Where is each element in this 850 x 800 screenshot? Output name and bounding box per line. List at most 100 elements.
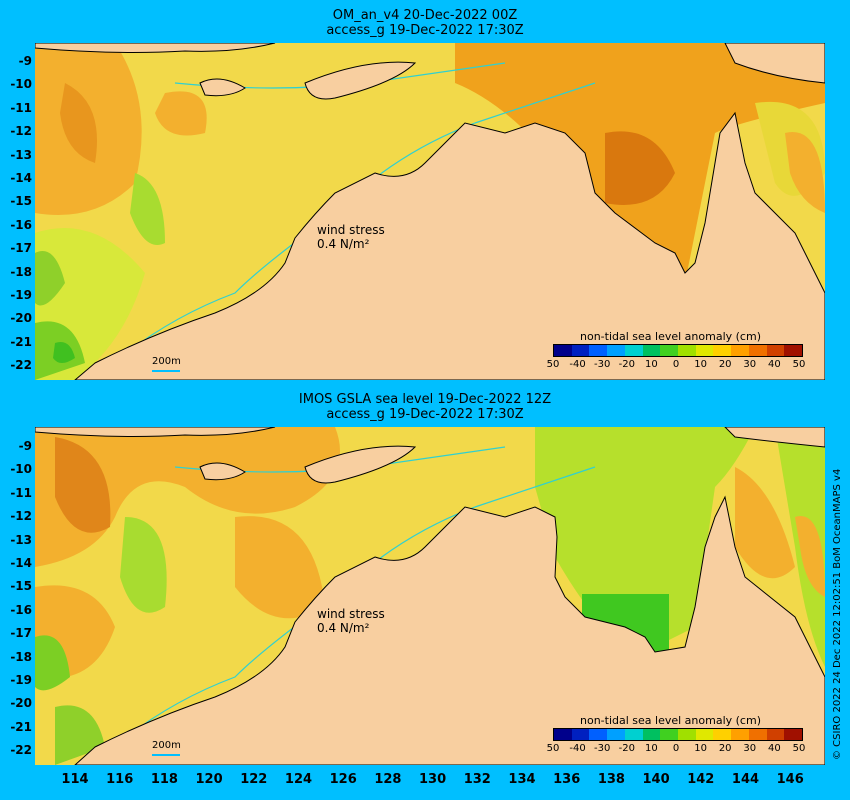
y-tick-label: -21	[10, 719, 32, 734]
colorbar-swatch	[660, 729, 679, 740]
island	[304, 445, 417, 484]
colorbar-swatch	[607, 729, 625, 740]
colorbar-swatch	[695, 345, 714, 356]
credit-text: © CSIRO 2022 24 Dec 2022 12:02:51 BoM Oc…	[832, 468, 843, 760]
wind-stress-label: wind stress	[317, 223, 385, 237]
colorbar-swatch	[678, 729, 696, 740]
x-tick-label: 134	[508, 772, 536, 787]
colorbar-bar	[553, 344, 803, 357]
wind-stress-label: wind stress	[317, 607, 385, 621]
colorbar-swatch	[695, 729, 714, 740]
top-map-panel[interactable]: wind stress 0.4 N/m² 200m non-tidal sea …	[35, 43, 825, 380]
y-tick-label: -11	[10, 100, 32, 115]
bottom-map-panel[interactable]: wind stress 0.4 N/m² 200m non-tidal sea …	[35, 427, 825, 765]
colorbar-tick-label: -40	[569, 743, 586, 754]
y-tick-label: -17	[10, 241, 32, 256]
colorbar-tick-label: -20	[618, 359, 635, 370]
anomaly-patch	[120, 517, 167, 613]
colorbar-swatch	[624, 345, 643, 356]
y-tick-label: -19	[10, 673, 32, 687]
y-tick-label: -9	[18, 439, 32, 453]
top-map-svg	[35, 43, 825, 380]
x-tick-label: 128	[374, 772, 402, 787]
colorbar-tick-label: 30	[743, 359, 757, 370]
colorbar-swatch	[713, 345, 732, 356]
colorbar-swatch	[766, 729, 785, 740]
colorbar-swatch	[784, 729, 803, 740]
scale-label: 200m	[152, 356, 181, 367]
colorbar-tick-label: 20	[718, 359, 732, 370]
colorbar-swatch	[554, 729, 572, 740]
island	[35, 43, 276, 53]
y-tick-label: -17	[10, 626, 32, 641]
x-tick-label: 136	[553, 772, 581, 787]
colorbar-tick-label: 50	[546, 359, 560, 370]
colorbar-title: non-tidal sea level anomaly (cm)	[580, 330, 761, 343]
scale-line	[152, 370, 180, 372]
colorbar-tick-label: 50	[792, 359, 806, 370]
y-tick-label: -19	[10, 288, 32, 302]
colorbar-swatch	[589, 729, 608, 740]
wind-stress-value: 0.4 N/m²	[317, 237, 370, 251]
y-tick-label: -11	[10, 485, 32, 500]
colorbar-tick-label: 50	[546, 743, 560, 754]
y-tick-label: -18	[10, 264, 32, 279]
scale-label: 200m	[152, 740, 181, 751]
top-panel-title: OM_an_v4 20-Dec-2022 00Z access_g 19-Dec…	[0, 8, 850, 38]
scale-line	[152, 754, 180, 756]
x-tick-label: 124	[284, 772, 313, 787]
island	[724, 427, 825, 448]
colorbar: non-tidal sea level anomaly (cm) 50 -40 -3…	[547, 714, 806, 759]
y-tick-label: -21	[10, 334, 32, 349]
australia-landmass	[74, 495, 825, 765]
colorbar-swatch	[571, 345, 590, 356]
colorbar-tick-label: 0	[672, 743, 680, 754]
colorbar-swatch	[624, 729, 643, 740]
wind-stress-legend: wind stress 0.4 N/m²	[317, 607, 385, 635]
y-tick-label: -10	[10, 462, 32, 477]
bottom-map-svg	[35, 427, 825, 765]
x-tick-label: 126	[329, 772, 357, 787]
y-tick-label: -15	[10, 579, 32, 594]
x-tick-label: 138	[597, 772, 625, 787]
y-tick-label: -14	[10, 171, 32, 185]
y-tick-label: -22	[10, 358, 32, 373]
anomaly-patch	[155, 91, 207, 136]
y-tick-label: -22	[10, 743, 32, 758]
colorbar-tick-label: -30	[594, 743, 611, 754]
x-tick-label: 116	[106, 772, 134, 787]
anomaly-patch	[235, 516, 325, 619]
x-tick-label: 130	[419, 772, 447, 787]
anomaly-patch	[785, 132, 825, 213]
colorbar-tick-label: 10	[645, 359, 658, 370]
x-tick-label: 142	[687, 772, 715, 787]
colorbar-swatch	[748, 729, 767, 740]
anomaly-patch	[35, 427, 340, 567]
island	[199, 462, 246, 481]
bottom-title-line2: access_g 19-Dec-2022 17:30Z	[326, 407, 524, 422]
colorbar-bar	[553, 728, 803, 741]
colorbar-title: non-tidal sea level anomaly (cm)	[580, 714, 761, 727]
colorbar-swatch	[713, 729, 732, 740]
anomaly-patch	[735, 467, 795, 579]
y-tick-label: -16	[10, 602, 32, 617]
anomaly-patch	[35, 635, 70, 691]
y-tick-label: -13	[10, 147, 32, 162]
y-tick-label: -12	[10, 124, 32, 139]
colorbar-tick-label: 40	[768, 743, 781, 754]
colorbar-tick-label: 0	[672, 359, 680, 370]
island	[304, 61, 417, 100]
y-tick-label: -13	[10, 532, 32, 547]
x-tick-label: 114	[61, 772, 89, 787]
bottom-title-line1: IMOS GSLA sea level 19-Dec-2022 12Z	[298, 392, 552, 407]
x-tick-label: 118	[150, 772, 178, 787]
colorbar-swatch	[589, 345, 608, 356]
y-tick-label: -18	[10, 649, 32, 664]
colorbar-swatch	[642, 345, 661, 356]
y-tick-label: -20	[10, 311, 32, 326]
colorbar-tick-label: 10	[645, 743, 658, 754]
colorbar: non-tidal sea level anomaly (cm) 50 -40 -3…	[547, 330, 806, 375]
colorbar-tick-label: 10	[694, 359, 707, 370]
top-title-line2: access_g 19-Dec-2022 17:30Z	[326, 23, 524, 38]
colorbar-swatch	[784, 345, 803, 356]
